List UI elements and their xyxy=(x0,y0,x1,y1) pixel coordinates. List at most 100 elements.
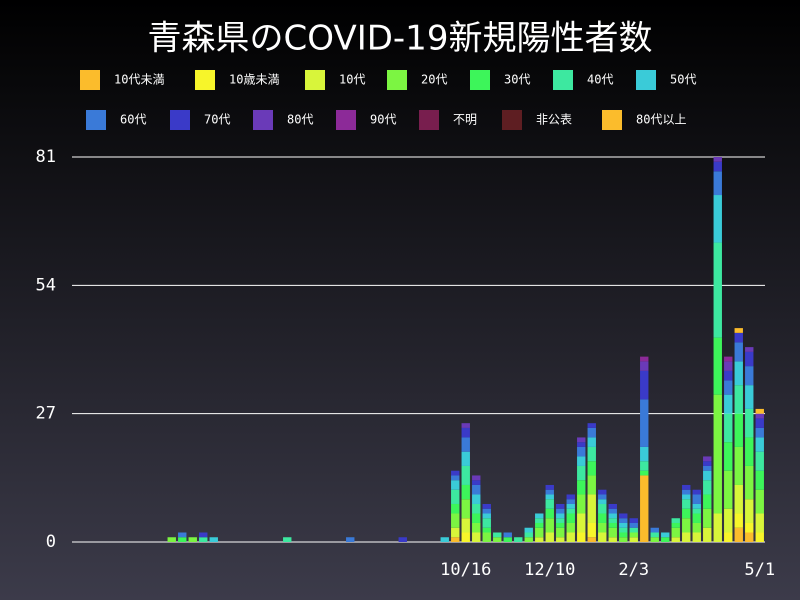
bar-segment xyxy=(535,522,544,528)
bar-segment xyxy=(703,470,712,481)
legend-label: 10代 xyxy=(339,73,365,87)
bar-segment xyxy=(724,356,733,362)
bar-segment xyxy=(713,394,722,514)
bar-segment xyxy=(472,503,481,514)
bar-segment xyxy=(556,522,565,528)
bar-segment xyxy=(178,532,187,538)
bar-segment xyxy=(524,527,533,533)
bar-segment xyxy=(650,537,659,542)
bar-segment xyxy=(451,503,460,514)
legend-label: 50代 xyxy=(670,73,696,87)
bar-segment xyxy=(755,427,764,438)
legend-label: 非公表 xyxy=(536,113,572,127)
bar-segment xyxy=(640,475,649,542)
bar-segment xyxy=(545,508,554,519)
bar-segment xyxy=(755,489,764,514)
x-tick-label: 12/10 xyxy=(524,560,575,580)
bar-segment xyxy=(640,370,649,400)
y-tick-label: 27 xyxy=(36,404,56,424)
bar-segment xyxy=(566,532,575,542)
bar-segment xyxy=(619,522,628,528)
bar-segment xyxy=(598,522,607,533)
bar-segment xyxy=(451,527,460,538)
bar-segment xyxy=(577,532,586,542)
bar-segment xyxy=(472,480,481,485)
bar-segment xyxy=(745,532,754,542)
bar-segment xyxy=(188,537,197,542)
bar-segment xyxy=(482,532,491,542)
x-tick-label: 10/16 xyxy=(440,560,491,580)
bar-segment xyxy=(692,503,701,509)
bar-segment xyxy=(598,532,607,542)
bar-segment xyxy=(608,527,617,538)
bar-segment xyxy=(178,537,187,542)
bar-segment xyxy=(640,399,649,447)
bar-segment xyxy=(461,437,470,452)
bar-segment xyxy=(703,527,712,542)
y-tick-label: 54 xyxy=(36,275,56,295)
x-tick-label: 2/3 xyxy=(618,560,649,580)
legend-label: 80代以上 xyxy=(636,113,686,127)
bar-segment xyxy=(472,532,481,542)
bar-segment xyxy=(745,347,754,352)
bar-segment xyxy=(566,494,575,500)
bar-segment xyxy=(703,480,712,495)
bar-segment xyxy=(755,408,764,414)
bar-segment xyxy=(640,361,649,371)
bar-segment xyxy=(598,513,607,523)
bar-segment xyxy=(682,508,691,519)
bar-segment xyxy=(587,537,596,542)
bar-segment xyxy=(587,522,596,538)
legend-swatch xyxy=(305,70,325,90)
bar-segment xyxy=(451,489,460,504)
bar-segment xyxy=(734,328,743,333)
bar-segment xyxy=(724,394,733,414)
bar-segment xyxy=(577,465,586,481)
bar-segment xyxy=(472,513,481,523)
bar-segment xyxy=(692,532,701,542)
bar-segment xyxy=(608,522,617,528)
legend-swatch xyxy=(553,70,573,90)
bar-segment xyxy=(482,527,491,533)
bar-segment xyxy=(703,465,712,471)
bar-segment xyxy=(640,356,649,362)
bar-segment xyxy=(682,494,691,500)
bar-segment xyxy=(755,451,764,471)
bar-segment xyxy=(482,513,491,519)
bar-segment xyxy=(692,508,701,514)
bar-segment xyxy=(734,361,743,386)
bar-segment xyxy=(461,484,470,500)
bar-segment xyxy=(713,157,722,162)
bar-segment xyxy=(535,513,544,519)
bar-segment xyxy=(283,537,292,542)
bar-segment xyxy=(598,503,607,514)
bar-segment xyxy=(167,537,176,542)
bar-segment xyxy=(472,494,481,504)
bar-segment xyxy=(619,537,628,542)
bar-segment xyxy=(556,537,565,542)
bar-segment xyxy=(755,513,764,533)
bar-segment xyxy=(629,537,638,542)
bar-segment xyxy=(577,446,586,457)
bar-segment xyxy=(703,456,712,462)
bar-segment xyxy=(724,442,733,471)
bar-segment xyxy=(724,532,733,542)
bar-segment xyxy=(461,427,470,438)
bar-segment xyxy=(566,503,575,509)
bar-segment xyxy=(640,461,649,471)
bar-segment xyxy=(577,513,586,533)
bar-segment xyxy=(199,537,208,542)
bar-segment xyxy=(209,537,218,542)
bar-segment xyxy=(587,437,596,447)
bar-segment xyxy=(482,503,491,509)
bar-segment xyxy=(671,518,680,523)
bar-segment xyxy=(724,361,733,371)
bar-segment xyxy=(461,465,470,485)
bar-segment xyxy=(451,470,460,476)
bar-segment xyxy=(682,532,691,542)
bar-segment xyxy=(661,537,670,542)
legend-label: 10歳未満 xyxy=(229,73,279,87)
legend-swatch xyxy=(387,70,407,90)
legend-label: 80代 xyxy=(287,113,313,127)
bar-segment xyxy=(703,494,712,509)
